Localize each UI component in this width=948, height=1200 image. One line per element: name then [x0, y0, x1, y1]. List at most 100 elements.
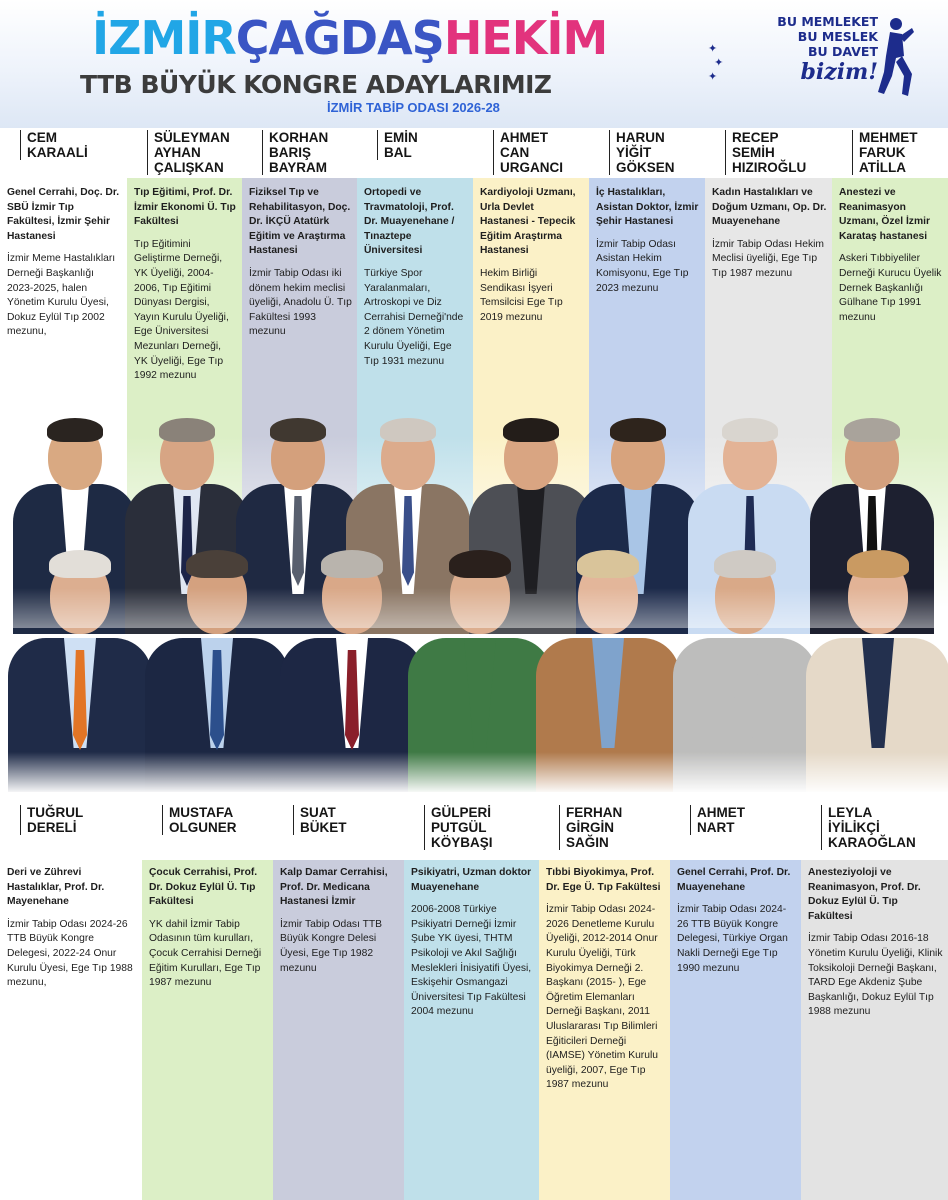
page-header: İZMİRÇAĞDAŞHEKİM TTB BÜYÜK KONGRE ADAYLA… — [0, 0, 948, 128]
tie — [73, 650, 87, 750]
brand-part-cagdas: ÇAĞDAŞ — [235, 11, 445, 65]
candidate-description: Tıbbi Biyokimya, Prof. Dr. Ege Ü. Tıp Fa… — [546, 866, 665, 1093]
hair — [159, 418, 215, 442]
candidate-name-line: ÇALIŞKAN — [154, 160, 224, 175]
candidate-name-line: İYİLİKÇİ — [828, 820, 880, 835]
candidate-bio: Türkiye Spor Yaralanmaları, Artroskopi v… — [364, 267, 464, 367]
candidate-name-line: KÖYBAŞI — [431, 835, 493, 850]
tie — [345, 650, 359, 750]
candidate-title: Kardiyoloji Uzmanı, Urla Devlet Hastanes… — [480, 187, 576, 257]
hair — [449, 550, 511, 578]
candidate-title: Genel Cerrahi, Prof. Dr. Muayenehane — [677, 867, 791, 893]
candidate-name: MUSTAFA OLGUNER — [162, 805, 237, 835]
tie — [210, 650, 224, 750]
candidate-panel — [0, 860, 142, 1200]
sparkle-icon: ✦ ✦ ✦ — [708, 43, 724, 83]
candidate-name: CEM KARAALİ — [20, 130, 88, 160]
tie — [402, 496, 414, 586]
candidate-name-line: GÜLPERİ — [431, 805, 492, 820]
candidate-description: Ortopedi ve Travmatoloji, Prof. Dr. Muay… — [364, 186, 468, 369]
candidate-name-line: FARUK — [859, 145, 906, 160]
hair — [49, 550, 111, 578]
candidate-name-line: AHMET — [697, 805, 745, 820]
candidate-name: KORHAN BARIŞ BAYRAM — [262, 130, 328, 175]
candidate-name: LEYLA İYİLİKÇİ KARAOĞLAN — [821, 805, 916, 850]
candidate-title: Kadın Hastalıkları ve Doğum Uzmanı, Op. … — [712, 187, 827, 228]
candidate-name: GÜLPERİ PUTGÜL KÖYBAŞI — [424, 805, 493, 850]
candidate-name-line: KORHAN — [269, 130, 329, 145]
candidate-name-line: EMİN — [384, 130, 418, 145]
candidate-name-line: URGANCI — [500, 160, 563, 175]
candidate-description: Psikiyatri, Uzman doktor Muayenehane 2006… — [411, 866, 534, 1020]
candidate-name-line: SUAT — [300, 805, 336, 820]
candidate-description: Kadın Hastalıkları ve Doğum Uzmanı, Op. … — [712, 186, 827, 282]
candidate-description: Genel Cerrahi, Prof. Dr. Muayenehane İzmi… — [677, 866, 796, 976]
brand-part-izmir: İZMİR — [92, 11, 237, 65]
candidate-description: Kardiyoloji Uzmanı, Urla Devlet Hastanes… — [480, 186, 584, 325]
candidate-bio: İzmir Tabip Odası iki dönem hekim meclis… — [249, 267, 352, 338]
hair — [722, 418, 778, 442]
candidate-panel — [273, 860, 404, 1200]
candidate-description: Anestezi ve Reanimasyon Uzmanı, Özel İzm… — [839, 186, 943, 325]
candidate-panel — [142, 860, 273, 1200]
brand-part-hekim: HEKİM — [443, 11, 608, 65]
candidate-name-line: HARUN YİĞİT — [616, 130, 665, 160]
candidate-name-line: BAYRAM — [269, 160, 328, 175]
candidate-bio: İzmir Tabip Odası 2024-2026 Denetleme Ku… — [546, 904, 658, 1091]
brand-logo: İZMİRÇAĞDAŞHEKİM — [92, 11, 608, 65]
candidate-name: EMİN BAL — [377, 130, 418, 160]
candidate-title: Psikiyatri, Uzman doktor Muayenehane — [411, 867, 532, 893]
candidate-title: İç Hastalıkları, Asistan Doktor, İzmir Ş… — [596, 187, 699, 228]
candidate-panel — [404, 860, 539, 1200]
candidate-description: İç Hastalıkları, Asistan Doktor, İzmir Ş… — [596, 186, 700, 296]
candidate-name-line: TUĞRUL — [27, 805, 84, 820]
candidate-bio: İzmir Tabip Odası TTB Büyük Kongre Deles… — [280, 918, 383, 974]
candidate-name: RECEP SEMİH HIZIROĞLU — [725, 130, 806, 175]
page-subtitle: TTB BÜYÜK KONGRE ADAYLARIMIZ — [80, 70, 552, 99]
candidate-name-line: LEYLA — [828, 805, 873, 820]
candidate-name-line: BÜKET — [300, 820, 347, 835]
hair — [380, 418, 436, 442]
candidate-bio: YK dahil İzmir Tabip Odasının tüm kurull… — [149, 918, 262, 989]
candidate-name-line: MEHMET — [859, 130, 918, 145]
candidate-description: Deri ve Zührevi Hastalıklar, Prof. Dr. M… — [7, 866, 137, 991]
candidate-description: Çocuk Cerrahisi, Prof. Dr. Dokuz Eylül Ü… — [149, 866, 268, 991]
tie — [292, 496, 304, 586]
candidate-description: Anesteziyoloji ve Reanimasyon, Prof. Dr.… — [808, 866, 943, 1020]
hair — [321, 550, 383, 578]
slogan-line-1: BU MEMLEKET — [777, 14, 878, 29]
candidate-panel — [670, 860, 801, 1200]
candidate-name-line: GÖKSEN — [616, 160, 675, 175]
candidate-bio: 2006-2008 Türkiye Psikiyatri Derneği İzm… — [411, 904, 532, 1018]
candidate-bio: Askeri Tıbbiyeliler Derneği Kurucu Üyeli… — [839, 253, 942, 323]
candidate-name-line: KARAOĞLAN — [828, 835, 916, 850]
hair — [847, 550, 909, 578]
candidate-name: SÜLEYMAN AYHAN ÇALIŞKAN — [147, 130, 230, 175]
candidate-description: Fiziksel Tıp ve Rehabilitasyon, Doç. Dr.… — [249, 186, 352, 340]
candidate-name-line: PUTGÜL — [431, 820, 487, 835]
candidate-name: HARUN YİĞİT GÖKSEN — [609, 130, 675, 175]
slogan-line-2: BU MESLEK — [797, 29, 878, 44]
candidate-name: AHMET NART — [690, 805, 745, 835]
candidate-bio: İzmir Tabip Odası 2024-26 TTB Büyük Kong… — [677, 904, 788, 974]
candidate-name-line: AYHAN — [154, 145, 201, 160]
hair — [186, 550, 248, 578]
candidate-title: Tıp Eğitimi, Prof. Dr. İzmir Ekonomi Ü. … — [134, 187, 236, 228]
hair — [270, 418, 326, 442]
photo-divider — [0, 588, 948, 628]
running-figure-icon — [878, 18, 914, 96]
candidate-title: Deri ve Zührevi Hastalıklar, Prof. Dr. M… — [7, 867, 105, 908]
candidate-name-line: SAĞIN — [566, 835, 609, 850]
candidate-name-line: BAL — [384, 145, 412, 160]
candidate-title: Fiziksel Tıp ve Rehabilitasyon, Doç. Dr.… — [249, 187, 351, 257]
candidate-title: Çocuk Cerrahisi, Prof. Dr. Dokuz Eylül Ü… — [149, 867, 258, 908]
candidate-name-line: HIZIROĞLU — [732, 160, 807, 175]
candidate-title: Anesteziyoloji ve Reanimasyon, Prof. Dr.… — [808, 867, 921, 922]
candidate-name-line: BARIŞ — [269, 145, 312, 160]
candidate-bio: İzmir Tabip Odası 2024-26 TTB Büyük Kong… — [7, 918, 133, 989]
candidate-name-line: MUSTAFA — [169, 805, 234, 820]
candidate-name-line: DERELİ — [27, 820, 77, 835]
hair — [577, 550, 639, 578]
photo-fade — [0, 752, 948, 794]
hair — [47, 418, 103, 442]
